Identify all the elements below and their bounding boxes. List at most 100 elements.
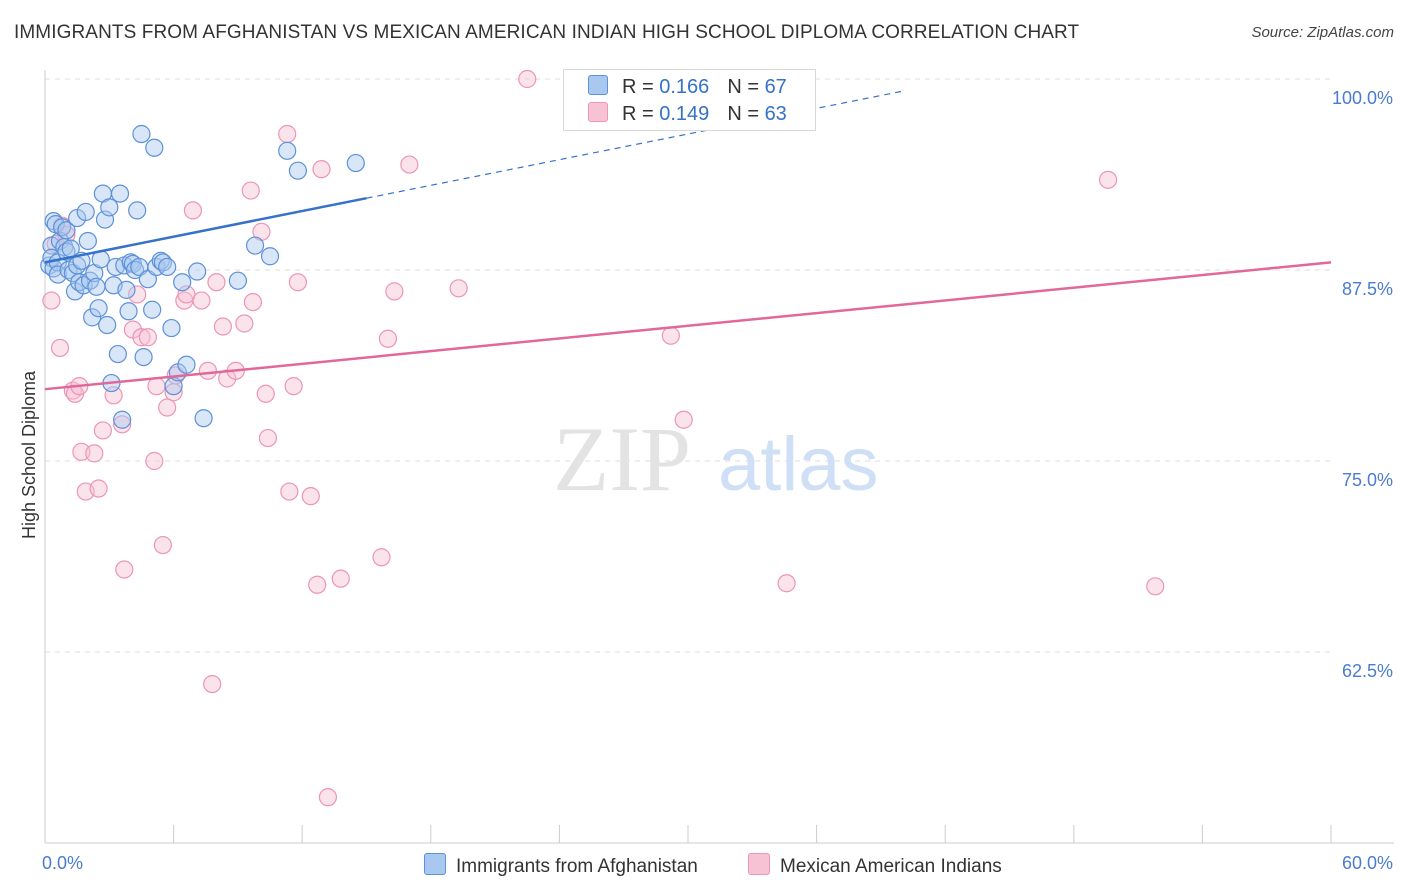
data-point [256,384,275,403]
y-tick-labels: 62.5% 75.0% 87.5% 100.0% [1332,88,1393,681]
data-point [76,202,95,222]
bottom-legend-mexican: Mexican American Indians [748,853,1002,878]
data-point [258,428,278,448]
data-point [308,575,327,594]
data-point [50,338,70,358]
y-tick-label: 100.0% [1332,88,1393,108]
legend-r-value: 0.149 [659,103,710,125]
data-point [278,141,297,160]
chart-title: IMMIGRANTS FROM AFGHANISTAN VS MEXICAN A… [14,22,1080,43]
legend-row-mexican: R = 0.149 N = 63 [588,102,787,128]
data-point [128,285,147,304]
data-point [87,277,106,296]
x-tick-label: 0.0% [42,853,83,873]
data-point [85,444,104,463]
data-point [777,574,796,593]
data-point [518,69,537,89]
data-point [162,318,181,338]
data-point [1098,170,1118,189]
data-point [177,355,196,374]
data-point [331,569,350,588]
data-point [372,548,391,567]
gridlines [45,78,1331,653]
data-point [98,315,117,335]
bottom-legend-label: Mexican American Indians [780,856,1002,877]
watermark-atlas: atlas [718,422,879,507]
data-point [134,347,153,367]
data-point [89,479,108,498]
data-point [280,482,299,501]
data-point [132,328,151,347]
data-point [93,421,112,440]
data-point [301,487,320,506]
data-point [188,262,207,281]
data-point [198,361,217,380]
data-point [241,181,260,200]
data-point [83,308,102,327]
y-axis-label: High School Diploma [19,370,39,539]
data-point [243,292,263,312]
y-tick-label: 75.0% [1342,470,1393,490]
legend-r-label: R = [622,103,660,125]
trend-line-mexican [44,261,1332,391]
data-point [278,124,297,144]
legend-r-label: R = [622,76,660,98]
correlation-legend: R = 0.166 N = 67 R = 0.149 N = 63 [563,69,816,131]
y-tick-label: 62.5% [1342,661,1393,681]
data-point [158,398,177,417]
data-point [113,410,132,429]
data-point [661,326,680,345]
series-mexican-american-indians [42,69,1165,807]
data-point [228,271,247,290]
data-point [145,138,164,157]
legend-row-afghanistan: R = 0.166 N = 67 [588,75,787,101]
data-point [108,344,127,364]
y-tick-label: 87.5% [1342,279,1393,299]
data-point [385,282,404,301]
data-point [288,273,308,292]
legend-n-value: 63 [764,103,787,125]
data-point [260,247,280,266]
x-tick-labels: 0.0% 60.0% [42,853,1393,873]
bottom-legend-afghanistan: Immigrants from Afghanistan [424,853,698,878]
data-point [346,153,365,173]
data-point [194,409,213,428]
data-point [110,184,130,203]
data-point [1146,577,1165,596]
data-point [245,236,265,255]
data-point [57,221,76,240]
axes [44,70,1394,844]
data-point [145,451,164,471]
data-point [153,535,172,555]
data-point [48,265,67,284]
series-immigrants-afghanistan [40,124,365,429]
data-point [449,279,468,298]
data-point [89,299,108,318]
data-point [173,273,192,292]
data-point [284,377,303,396]
legend-n-value: 67 [764,76,787,98]
data-point [42,291,61,310]
watermark: ZIP atlas [553,408,879,510]
data-point [78,231,97,251]
data-point [113,415,132,434]
data-point [138,328,157,347]
trend-line-afghanistan [44,196,367,264]
source-credit: Source: ZipAtlas.com [1251,24,1394,41]
data-point [378,329,398,348]
data-point [213,317,232,336]
data-point [312,160,331,179]
data-point [128,201,147,220]
legend-n-label: N = [727,103,765,125]
data-point [183,201,202,220]
data-point [143,300,162,319]
data-point [117,280,136,299]
legend-swatch-pink [588,102,608,122]
data-point [400,155,419,174]
data-point [100,198,119,217]
data-point [288,161,308,180]
bottom-legend-label: Immigrants from Afghanistan [456,856,698,877]
bottom-legend-swatch-pink [748,853,770,875]
data-point [207,273,226,292]
data-point [192,291,211,310]
